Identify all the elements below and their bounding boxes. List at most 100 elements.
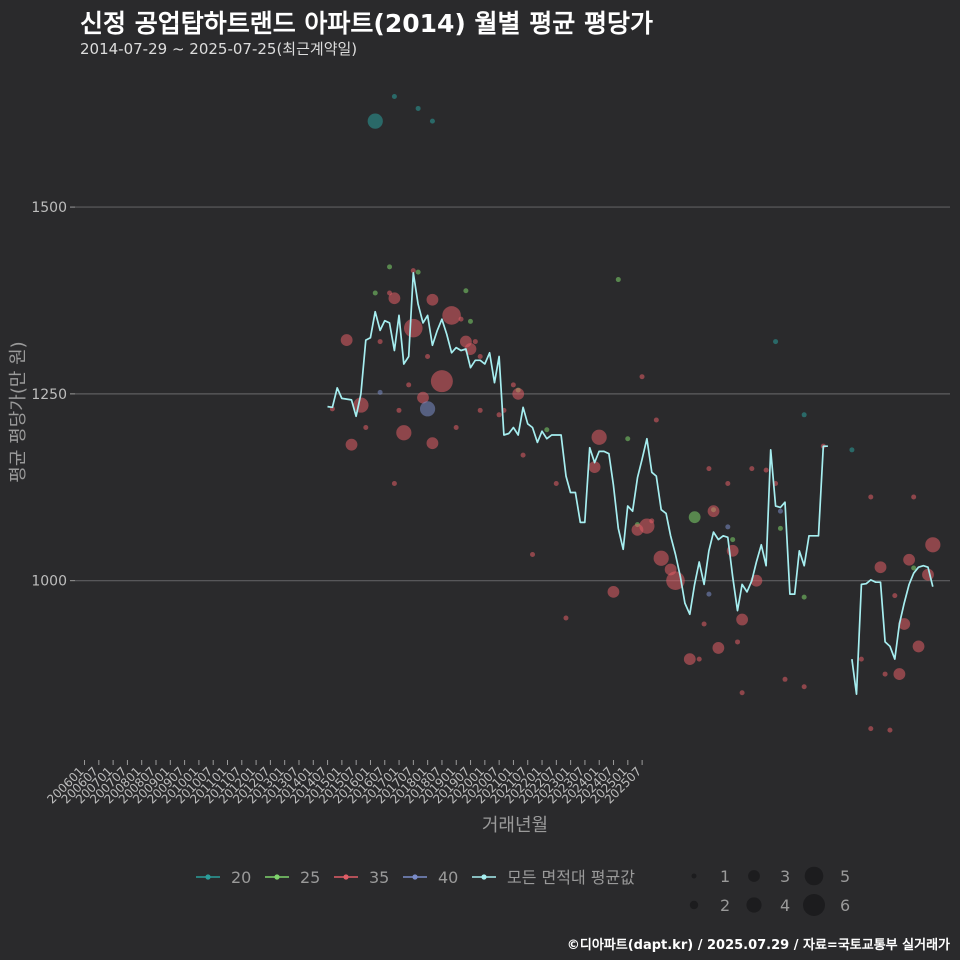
legend-size-dot (689, 900, 699, 910)
point-35 (406, 382, 412, 388)
average-line (327, 271, 934, 696)
point-35 (353, 397, 369, 413)
point-35 (739, 690, 745, 696)
legend-size-dot (746, 897, 762, 913)
legend-size-label: 6 (840, 896, 850, 915)
point-35 (512, 387, 525, 400)
legend-size-dot (803, 894, 825, 916)
point-35 (882, 671, 888, 677)
point-35 (736, 613, 749, 626)
point-35 (591, 429, 607, 445)
point-25 (467, 318, 473, 324)
chart-title: 신정 공업탑하트랜드 아파트(2014) 월별 평균 평당가 (80, 9, 653, 38)
legend-label: 25 (300, 868, 320, 887)
x-axis: 2006012006072007012007072008012008072009… (44, 760, 644, 807)
point-35 (553, 481, 559, 487)
average-line-segment (851, 564, 934, 696)
point-35 (912, 640, 925, 653)
point-35 (425, 354, 431, 360)
point-20 (391, 93, 397, 99)
point-35 (530, 552, 536, 558)
legend-label: 20 (231, 868, 251, 887)
point-35 (706, 466, 712, 472)
point-35 (345, 438, 358, 451)
point-35 (898, 618, 911, 630)
legend-size-dot (804, 866, 824, 886)
point-35 (887, 727, 893, 733)
point-20 (801, 412, 807, 418)
legend-key-dot (481, 874, 487, 880)
point-35 (607, 585, 620, 598)
point-40 (706, 591, 712, 597)
point-25 (544, 427, 550, 433)
point-25 (801, 594, 807, 600)
point-35 (749, 466, 755, 472)
point-35 (396, 407, 402, 413)
point-35 (403, 318, 423, 338)
legend-size-label: 5 (840, 867, 850, 886)
point-35 (520, 452, 526, 458)
point-40 (419, 401, 436, 417)
x-axis-label: 거래년월 (482, 815, 548, 836)
point-35 (868, 494, 874, 500)
point-20 (415, 105, 421, 111)
point-35 (801, 684, 807, 690)
point-25 (688, 511, 701, 524)
point-35 (782, 676, 788, 682)
legend-key-dot (343, 874, 349, 880)
point-35 (477, 354, 483, 360)
point-20 (849, 447, 855, 453)
point-35 (696, 656, 702, 662)
point-35 (653, 417, 659, 423)
point-35 (477, 407, 483, 413)
point-35 (410, 268, 416, 274)
point-35 (707, 505, 720, 518)
point-35 (763, 467, 769, 473)
point-35 (464, 343, 477, 355)
average-line-segment (327, 271, 828, 616)
point-35 (377, 339, 383, 345)
legend-label: 35 (369, 868, 389, 887)
point-35 (391, 481, 397, 487)
point-40 (777, 508, 783, 514)
point-35 (442, 306, 461, 325)
y-axis: 1000 1250 1500 (31, 200, 75, 590)
point-35 (911, 494, 917, 500)
chart-subtitle: 2014-07-29 ~ 2025-07-25(최근계약일) (80, 40, 358, 58)
point-40 (725, 524, 731, 530)
point-35 (340, 334, 353, 346)
point-35 (653, 550, 669, 566)
point-20 (773, 339, 779, 345)
point-25 (415, 269, 421, 275)
point-35 (868, 726, 874, 732)
legend-key-dot (412, 874, 418, 880)
point-35 (893, 668, 906, 680)
point-35 (430, 370, 453, 393)
point-35 (426, 437, 439, 450)
point-35 (510, 382, 516, 388)
legend-size-label: 2 (720, 896, 730, 915)
point-35 (639, 374, 645, 380)
y-tick-label: 1500 (31, 200, 67, 216)
source-caption: ©디아파트(dapt.kr) / 2025.07.29 / 자료=국토교통부 실… (566, 938, 950, 953)
y-axis-label: 평균 평당가(만 원) (8, 341, 29, 482)
point-35 (712, 642, 725, 654)
point-25 (615, 277, 621, 283)
point-35 (683, 653, 696, 666)
point-35 (858, 656, 864, 662)
point-40 (377, 389, 383, 395)
point-35 (453, 425, 459, 430)
legend-size-label: 4 (780, 896, 790, 915)
legend-key-dot (274, 874, 280, 880)
point-35 (396, 425, 412, 441)
point-35 (925, 537, 941, 553)
point-35 (892, 593, 898, 599)
legend-size-label: 1 (720, 867, 730, 886)
point-35 (458, 316, 464, 322)
y-tick-label: 1000 (31, 574, 67, 590)
point-35 (701, 621, 707, 627)
point-25 (372, 290, 378, 296)
legend-key-dot (205, 874, 211, 880)
point-35 (725, 481, 731, 487)
